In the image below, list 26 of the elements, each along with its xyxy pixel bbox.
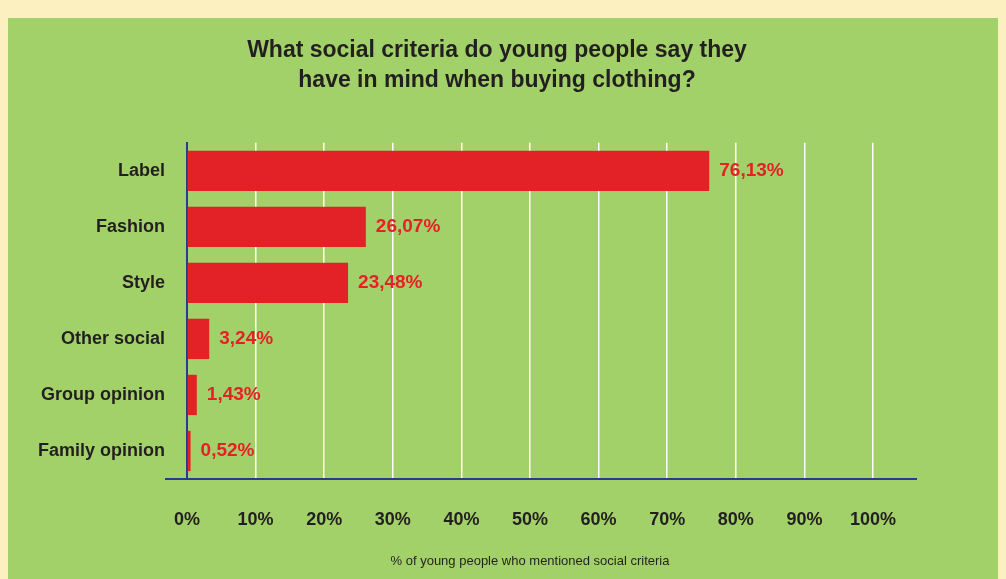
x-tick-label: 20%	[306, 508, 343, 529]
y-tick-label: Fashion	[95, 215, 165, 236]
bar	[187, 318, 210, 360]
x-tick-label: 0%	[173, 508, 201, 529]
y-tick-label: Style	[121, 271, 165, 292]
x-tick-label: 10%	[237, 508, 274, 529]
bar	[187, 262, 349, 304]
x-tick-label: 60%	[580, 508, 617, 529]
x-tick-label: 50%	[511, 508, 549, 529]
y-tick-label: Label	[117, 159, 165, 180]
y-tick-label: Other social	[60, 327, 165, 348]
bar	[187, 150, 710, 191]
x-tick-label: 80%	[717, 508, 754, 529]
data-label: 0,52%	[200, 439, 255, 461]
x-tick-label: 70%	[649, 508, 686, 529]
chart-title: What social criteria do young people say they have in mind when buying clothing?	[247, 35, 747, 94]
bar	[187, 206, 366, 248]
bar	[187, 374, 197, 416]
x-tick-label: 100%	[849, 508, 897, 529]
x-tick-label: 30%	[374, 508, 411, 529]
y-tick-label: Family opinion	[37, 439, 165, 460]
x-tick-label: 40%	[443, 508, 480, 529]
y-tick-label: Group opinion	[41, 383, 165, 404]
bar	[187, 430, 191, 472]
x-tick-label: 90%	[786, 508, 823, 529]
x-axis-title: % of young people who mentioned social criteria	[390, 552, 671, 568]
